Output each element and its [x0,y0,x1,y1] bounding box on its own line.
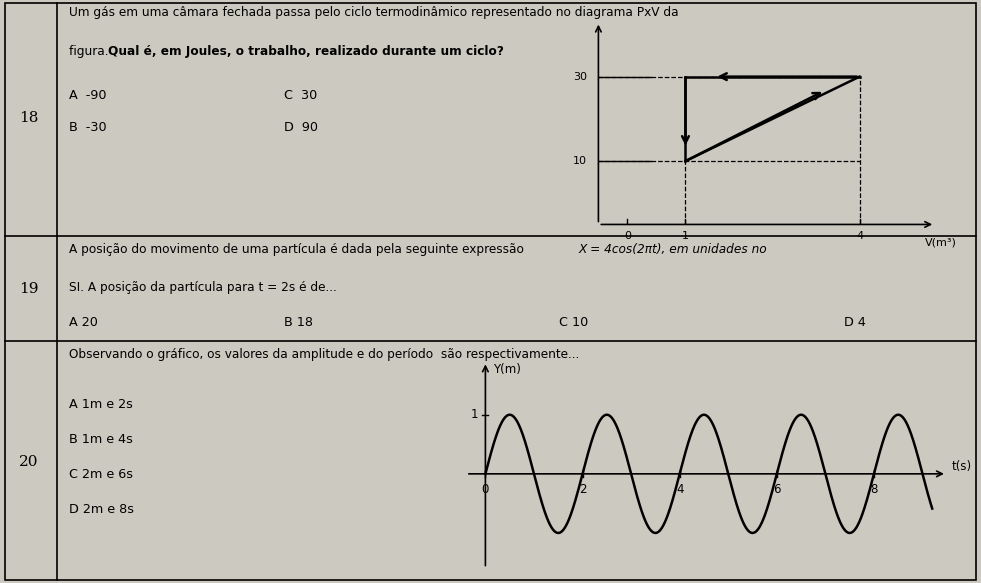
Text: B  -30: B -30 [69,121,106,134]
Text: 1: 1 [682,231,689,241]
Text: V(m³): V(m³) [925,237,956,247]
Text: A  -90: A -90 [69,89,106,102]
Text: D 2m e 8s: D 2m e 8s [69,503,133,515]
Text: 20: 20 [19,455,38,469]
Text: 19: 19 [19,282,38,296]
Text: D  90: D 90 [284,121,319,134]
Text: 30: 30 [573,72,587,82]
Text: SI. A posição da partícula para t = 2s é de...: SI. A posição da partícula para t = 2s é… [69,281,336,294]
Text: A 20: A 20 [69,316,97,329]
Text: 8: 8 [870,483,878,496]
Text: Um gás em uma câmara fechada passa pelo ciclo termodinâmico representado no diag: Um gás em uma câmara fechada passa pelo … [69,6,678,19]
Text: 0: 0 [482,483,490,496]
Text: B 1m e 4s: B 1m e 4s [69,433,132,445]
Text: Qual é, em Joules, o trabalho, realizado durante um ciclo?: Qual é, em Joules, o trabalho, realizado… [108,45,504,58]
Text: 4: 4 [856,231,863,241]
Text: Observando o gráfico, os valores da amplitude e do período  são respectivamente.: Observando o gráfico, os valores da ampl… [69,348,579,361]
Text: C 2m e 6s: C 2m e 6s [69,468,132,480]
Text: A posição do movimento de uma partícula é dada pela seguinte expressão: A posição do movimento de uma partícula … [69,243,528,256]
Text: 0: 0 [624,231,631,241]
Text: C  30: C 30 [284,89,318,102]
Text: 18: 18 [19,111,38,125]
Text: 10: 10 [573,156,587,166]
Text: 6: 6 [773,483,781,496]
Text: A 1m e 2s: A 1m e 2s [69,398,132,410]
Text: D 4: D 4 [844,316,865,329]
Text: figura.: figura. [69,45,112,58]
Text: t(s): t(s) [952,460,972,473]
Text: 4: 4 [676,483,684,496]
Text: 2: 2 [579,483,587,496]
Text: C 10: C 10 [559,316,589,329]
Text: X = 4cos(2πt), em unidades no: X = 4cos(2πt), em unidades no [579,243,767,256]
Text: B 18: B 18 [284,316,314,329]
Text: Y(m): Y(m) [492,363,521,375]
Text: 1: 1 [471,408,478,422]
